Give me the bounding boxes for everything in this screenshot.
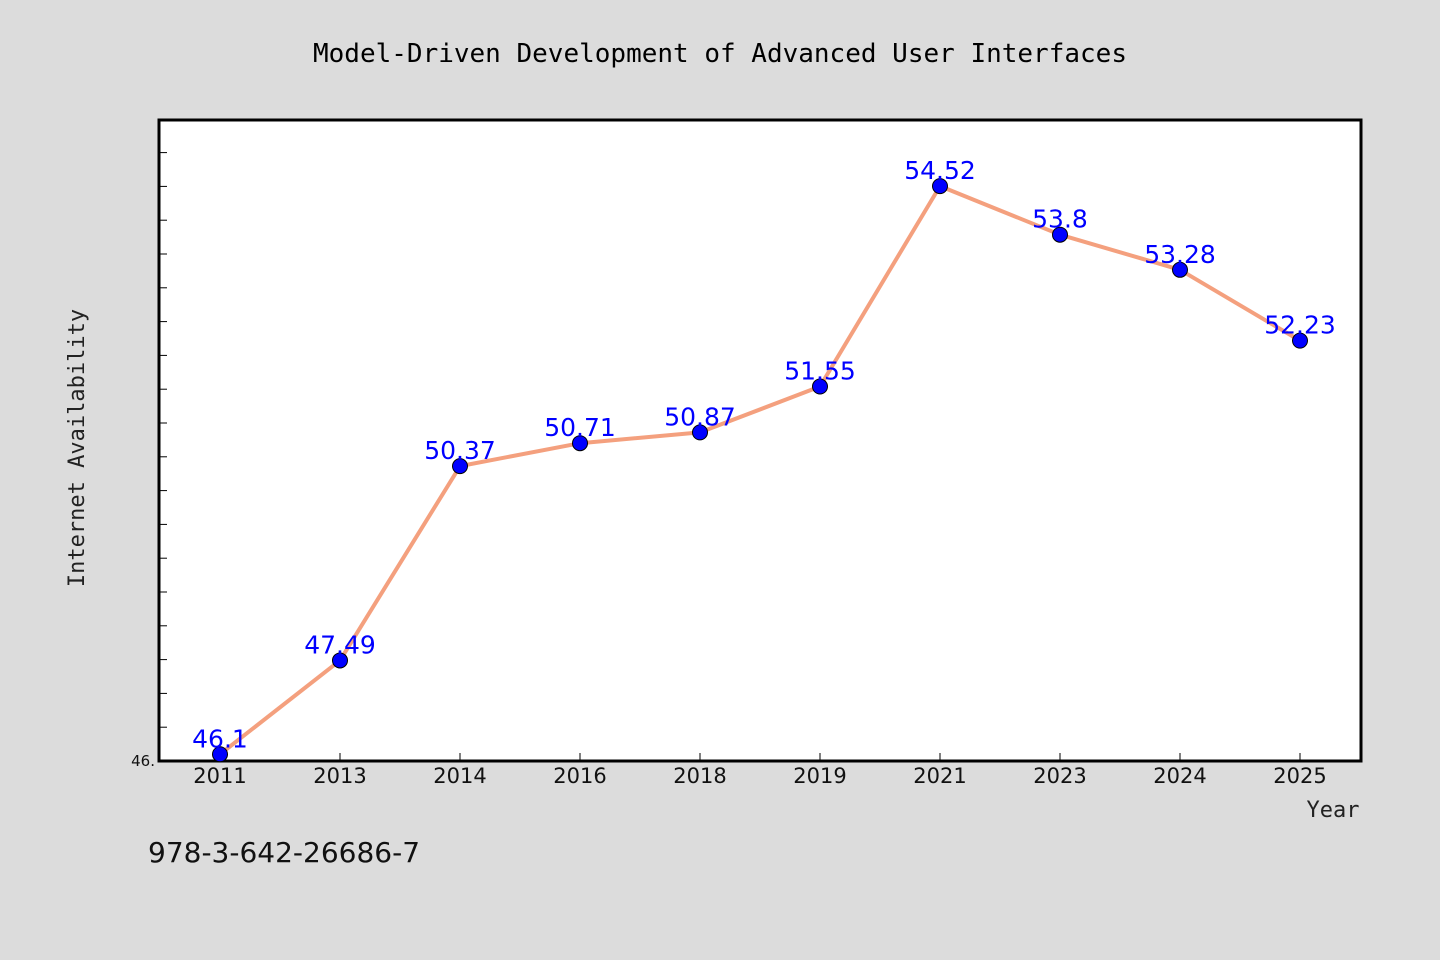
- data-label: 53.28: [1144, 240, 1216, 269]
- x-tick-label: 2021: [913, 764, 966, 788]
- y-tick-label: 46.: [131, 752, 155, 770]
- x-tick-label: 2025: [1273, 764, 1326, 788]
- data-point: [212, 746, 228, 763]
- y-axis-ticks: [159, 152, 167, 762]
- data-point: [692, 424, 708, 441]
- data-point: [1052, 226, 1068, 243]
- data-label: 50.87: [664, 402, 736, 431]
- x-axis-ticks: 2011 2013 2014 2016 2018 2019 2021 2023 2024 2025: [193, 753, 1327, 788]
- data-label: 53.8: [1032, 205, 1088, 234]
- data-label: 54.52: [904, 156, 976, 185]
- data-label: 47.49: [304, 630, 376, 659]
- data-label: 46.1: [192, 724, 248, 753]
- data-point: [1292, 332, 1308, 349]
- data-point: [332, 652, 348, 669]
- y-axis-label: Internet Availability: [65, 309, 90, 587]
- x-tick-label: 2014: [433, 764, 486, 788]
- series-line: [218, 184, 1302, 756]
- data-label: 51.55: [784, 357, 856, 386]
- data-point: [812, 378, 828, 395]
- x-tick-label: 2018: [673, 764, 726, 788]
- x-tick-label: 2024: [1153, 764, 1206, 788]
- x-tick-label: 2016: [553, 764, 606, 788]
- chart-title: Model-Driven Development of Advanced Use…: [313, 39, 1127, 69]
- data-label: 50.37: [424, 436, 496, 465]
- x-axis-label: Year: [1307, 798, 1360, 823]
- isbn-text: 978-3-642-26686-7: [148, 836, 420, 869]
- x-tick-label: 2013: [313, 764, 366, 788]
- series-group: 46.1 47.49 50.37 50.71 50.87 51.55 54.52 53.8 53…: [192, 156, 1336, 763]
- data-point: [932, 178, 948, 195]
- plot-area: [157, 118, 1363, 763]
- x-tick-label: 2019: [793, 764, 846, 788]
- x-tick-label: 2023: [1033, 764, 1086, 788]
- data-label: 50.71: [544, 413, 616, 442]
- data-point: [452, 458, 468, 475]
- data-point: [1172, 261, 1188, 278]
- data-point: [572, 435, 588, 452]
- x-tick-label: 2011: [193, 764, 246, 788]
- data-label: 52.23: [1264, 311, 1336, 340]
